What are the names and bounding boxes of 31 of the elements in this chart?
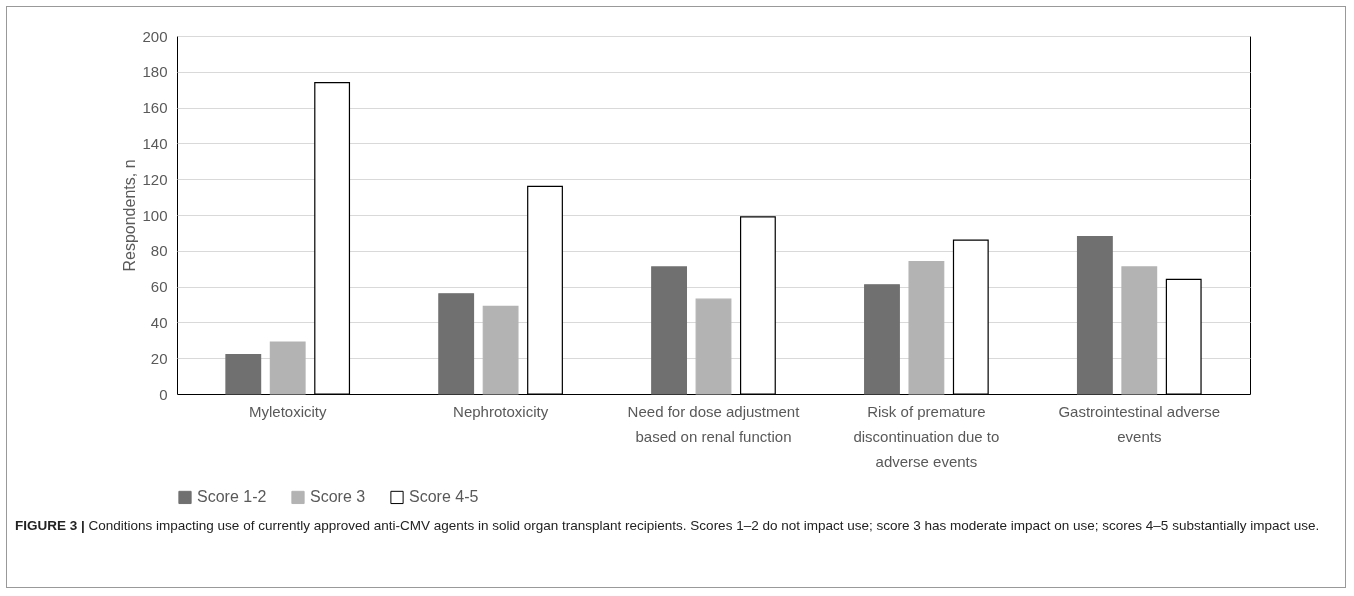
y-axis-title: Respondents, n — [121, 159, 139, 272]
bar — [269, 341, 306, 395]
x-tick-label: Risk of premature discontinuation due to adverse events — [853, 402, 1000, 470]
y-tick-label: 100 — [142, 206, 168, 224]
y-tick-label: 120 — [142, 170, 168, 188]
bar — [908, 260, 945, 395]
y-tick-label: 180 — [142, 63, 168, 81]
bar — [225, 354, 262, 395]
bar — [651, 266, 688, 395]
bar — [695, 298, 732, 395]
y-tick-label: 80 — [150, 242, 168, 260]
y-tick-label: 40 — [150, 313, 168, 331]
legend-label: Score 3 — [310, 488, 366, 506]
legend-label: Score 4-5 — [409, 488, 479, 506]
x-tick-label: Gastrointestinal adverse events — [1058, 402, 1221, 445]
x-tick-label: Nephrotoxicity — [453, 402, 549, 420]
y-tick-label: 140 — [142, 134, 168, 152]
x-tick-label: Need for dose adjustment based on renal function — [627, 402, 801, 445]
y-tick-label: 20 — [150, 349, 168, 367]
bar — [438, 293, 475, 395]
caption: FIGURE 3 | Conditions impacting use of currently approved anti-CMV agents in solid organ transplant recipients. Scores 1–2 do not impact use; score 3 has moderate impact on use; scores 4–5 substantially impact use. — [15, 517, 1321, 535]
bar — [864, 284, 900, 395]
y-tick-label: 0 — [159, 385, 168, 403]
y-tick-label: 200 — [142, 27, 168, 45]
y-tick-label: 160 — [142, 99, 168, 117]
bar — [1076, 235, 1113, 395]
x-tick-label: Myletoxicity — [248, 402, 327, 420]
bar — [1121, 266, 1158, 395]
y-tick-label: 60 — [150, 278, 168, 296]
bar — [482, 305, 519, 395]
legend-label: Score 1-2 — [197, 488, 267, 506]
